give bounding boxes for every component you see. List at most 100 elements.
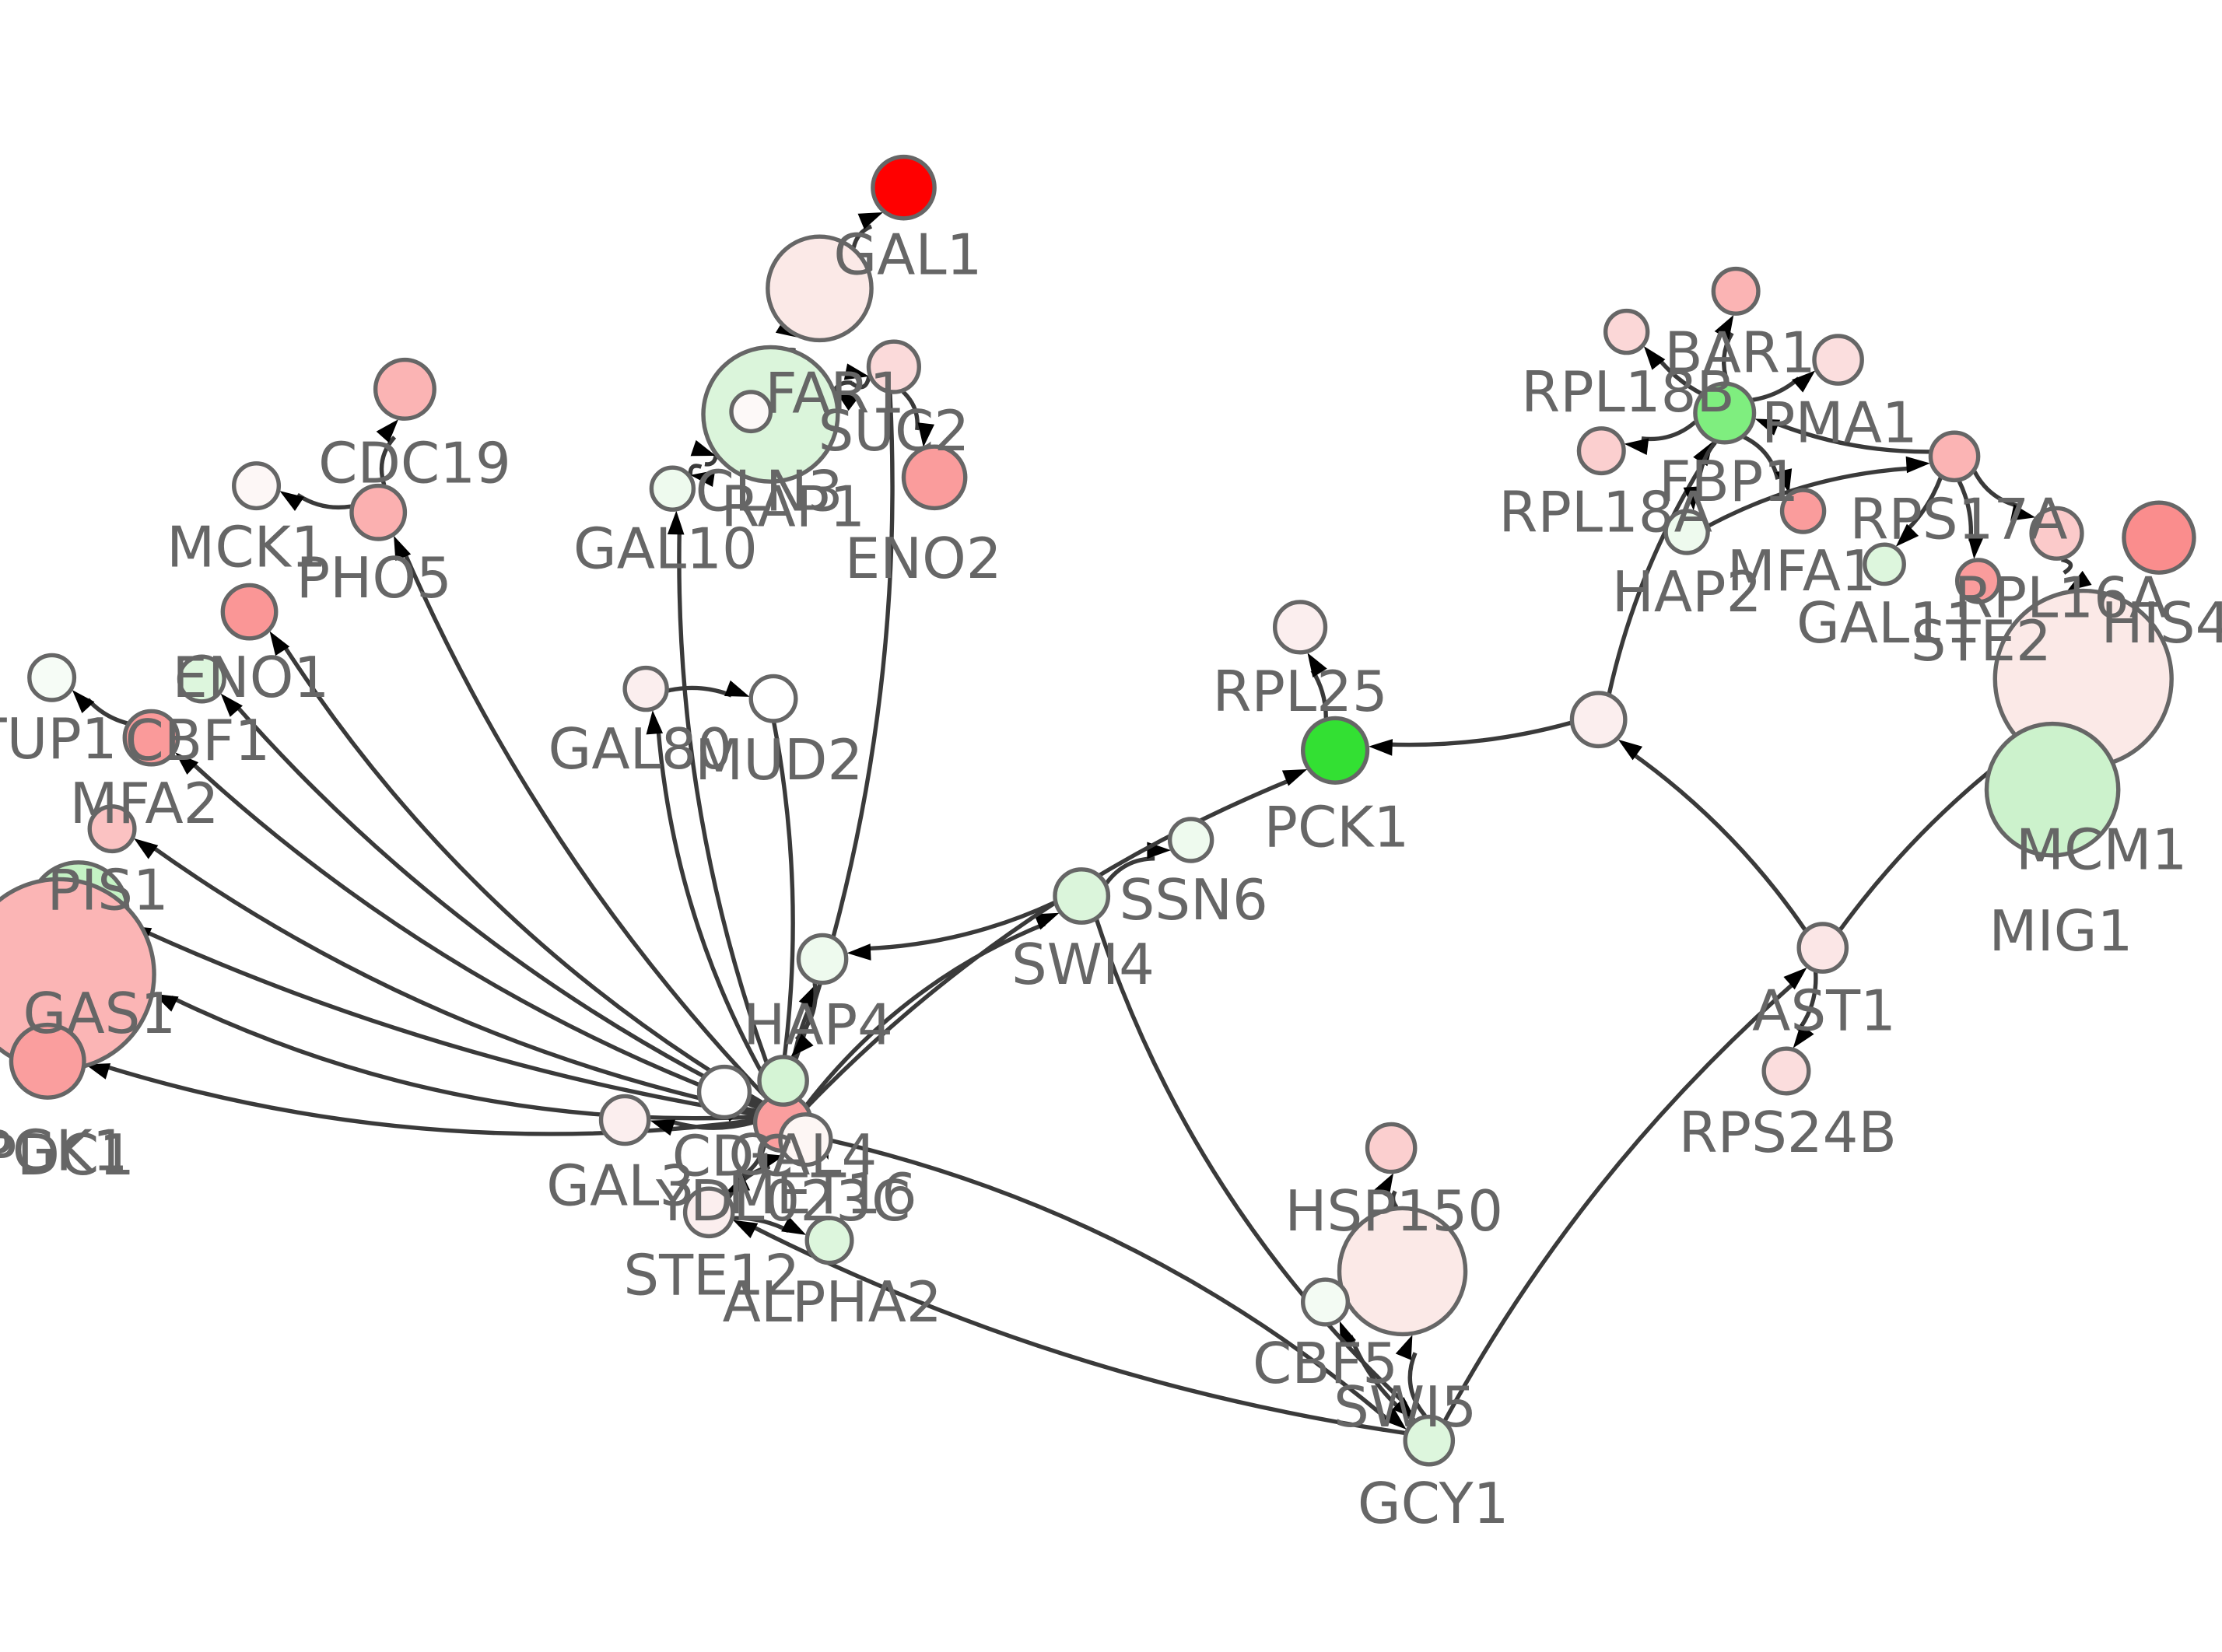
node-ssn6[interactable] (1167, 817, 1214, 863)
node-mfa2[interactable] (122, 709, 180, 767)
node-gal3[interactable] (598, 1094, 651, 1146)
edge-gal4-to-pgk1 (103, 1063, 755, 1136)
node-rpl18b[interactable] (1603, 308, 1650, 355)
node-gal1[interactable] (871, 154, 937, 221)
node-cbf1[interactable] (177, 654, 226, 704)
edge-pho5-to-cdc19 (379, 436, 397, 486)
node-pck1[interactable] (1301, 716, 1370, 785)
node-label-rpl18b: RPL18B (1521, 359, 1735, 425)
arrowhead-pdc1 (153, 993, 179, 1012)
edge-swi4-to-ssn6 (1105, 856, 1155, 885)
node-rps24b[interactable] (1761, 1046, 1811, 1096)
node-ste12[interactable] (682, 1186, 735, 1239)
edge-fbp1-to-rpl18a (1641, 420, 1697, 442)
node-ste2[interactable] (1954, 558, 2002, 604)
node-rpl25[interactable] (1272, 600, 1328, 655)
node-swi5[interactable] (1337, 1206, 1468, 1337)
arrowhead-ste2 (1967, 534, 1985, 559)
edge-swi4-to-gcy1 (1094, 919, 1407, 1406)
node-suc2[interactable] (866, 339, 921, 394)
edge-rpl16a-to-mcm1 (2060, 557, 2073, 575)
node-pma1[interactable] (1812, 334, 1864, 386)
edge-gal4-to-swi4 (804, 922, 1046, 1107)
node-label-gal3: GAL3 (546, 1153, 695, 1218)
node-gal4b[interactable] (757, 1055, 809, 1107)
node-his4[interactable] (2122, 500, 2196, 575)
node-hsp150[interactable] (1365, 1122, 1418, 1174)
node-mud2[interactable] (748, 674, 798, 723)
edge-rps17a-to-gal11 (1904, 477, 1943, 534)
node-hap4[interactable] (796, 933, 849, 985)
node-alpha2[interactable] (804, 1216, 854, 1265)
edge-gcy1-to-ste12 (749, 1223, 1406, 1436)
arrowhead-bar1 (1714, 314, 1734, 340)
arrowhead-rpl25 (1307, 653, 1327, 678)
node-label-suc2: SUC2 (818, 398, 970, 464)
node-label-mig1: MIG1 (1989, 898, 2133, 964)
node-label-eno1: ENO1 (172, 645, 329, 710)
node-tup1[interactable] (27, 653, 77, 702)
edge-gal4-to-cbf1 (233, 702, 761, 1108)
node-label-gal1: GAL1 (833, 222, 982, 287)
node-cbf5[interactable] (1301, 1277, 1351, 1327)
node-ast1[interactable] (1796, 922, 1849, 974)
node-pgk1[interactable] (9, 1022, 86, 1100)
arrowhead-fbp1 (1754, 418, 1781, 436)
node-node_a[interactable] (1569, 691, 1628, 749)
edge-gcy1-to-swi5 (1407, 1352, 1427, 1417)
edge-gal4-to-pho5 (401, 550, 769, 1100)
edge-ast1-to-mcm1 (1838, 754, 2010, 931)
node-gcy1[interactable] (1403, 1414, 1456, 1467)
node-swi4[interactable] (1053, 867, 1111, 925)
node-label-pis1: PIS1 (47, 858, 169, 923)
node-mig1[interactable] (1984, 721, 2121, 858)
node-eno2[interactable] (901, 444, 968, 511)
node-gal10[interactable] (649, 465, 696, 512)
node-label-gal4: GAL4 (728, 1122, 877, 1188)
node-label-swi4: SWI4 (1011, 932, 1155, 997)
node-gal11[interactable] (1863, 542, 1906, 586)
arrowhead-mcm1 (2067, 570, 2092, 591)
node-label-rpl16a: RPL16A (1954, 565, 2168, 630)
node-label-gcy1: GCY1 (1358, 1471, 1509, 1536)
node-label-gal10: GAL10 (573, 516, 758, 581)
node-label-mfa2: MFA2 (69, 771, 219, 836)
node-gal80[interactable] (622, 665, 669, 712)
node-pis1[interactable] (87, 804, 137, 854)
node-bar1[interactable] (1711, 266, 1761, 316)
edge-suc2-to-eno2 (901, 390, 920, 431)
node-label-far1: FAR1 (765, 361, 905, 426)
arrowhead-hsp150 (1374, 1173, 1394, 1199)
arrowhead-fbp1 (1693, 441, 1713, 467)
arrowhead-alpha2 (781, 1216, 807, 1235)
node-hap2[interactable] (1663, 509, 1710, 555)
node-pho5[interactable] (349, 483, 408, 541)
edge-gal4-to-pis1 (149, 844, 757, 1114)
node-rpl18a[interactable] (1576, 426, 1626, 476)
node-label-rpl18a: RPL18A (1498, 480, 1712, 545)
node-fbp1[interactable] (1693, 381, 1757, 445)
node-label-hsp150: HSP150 (1284, 1178, 1503, 1244)
arrowhead-pgk1 (85, 1063, 111, 1080)
node-mfa1[interactable] (1779, 488, 1827, 534)
node-rpl16a[interactable] (2029, 506, 2084, 561)
node-label-mud2: MUD2 (695, 727, 863, 793)
node-mck1[interactable] (232, 461, 282, 511)
arrowhead-gcy1 (1383, 1407, 1407, 1430)
node-far1[interactable] (766, 234, 874, 343)
edge-gal10-to-cln3 (688, 464, 703, 475)
node-cdc[interactable] (696, 1064, 752, 1120)
node-rps17a[interactable] (1928, 430, 1981, 483)
node-cdc19[interactable] (373, 357, 436, 421)
edge-gal4-to-ste12 (735, 1144, 767, 1181)
node-rap1[interactable] (729, 390, 773, 434)
node-label-cbf5: CBF5 (1253, 1331, 1398, 1396)
node-eno1[interactable] (220, 583, 279, 641)
node-ydl023c[interactable] (778, 1112, 833, 1167)
node-label-alpha2: ALPHA2 (723, 1269, 942, 1335)
node-label-cdc19: CDC19 (318, 431, 511, 496)
arrowhead-rps17a (1905, 456, 1930, 474)
arrowhead-hap2 (1683, 486, 1701, 511)
node-label-ssn6: SSN6 (1120, 867, 1268, 933)
node-label-rps17a: RPS17A (1849, 487, 2067, 552)
